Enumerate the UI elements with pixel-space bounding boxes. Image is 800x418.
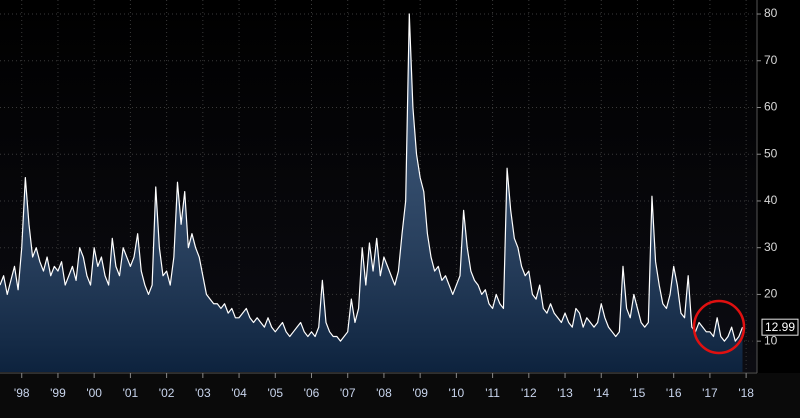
- x-tick-label: '04: [231, 386, 247, 400]
- y-tick-label: 40: [764, 193, 778, 207]
- x-tick-label: '15: [630, 386, 646, 400]
- marks: [0, 13, 744, 373]
- y-tick-label: 70: [764, 53, 778, 67]
- last-value-box: [761, 318, 799, 336]
- x-tick-label: '03: [195, 386, 211, 400]
- x-tick-label: '09: [412, 386, 428, 400]
- x-tick-label: '18: [738, 386, 754, 400]
- axes: 10 20 30 40 50 60 70 80 '98 '99 '00 '01 '02 '03 '04 '05…: [14, 6, 799, 400]
- x-tick-label: '00: [86, 386, 102, 400]
- x-tick-label: '08: [376, 386, 392, 400]
- y-tick-label: 80: [764, 6, 778, 20]
- y-tick-label: 30: [764, 240, 778, 254]
- x-tick-label: '06: [304, 386, 320, 400]
- last-value-label: 12.99: [765, 320, 795, 334]
- x-tick-label: '07: [340, 386, 356, 400]
- x-tick-label: '12: [521, 386, 537, 400]
- x-tick-label: '99: [50, 386, 66, 400]
- x-tick-label: '13: [557, 386, 573, 400]
- highlight-circle: [692, 299, 746, 355]
- x-tick-label: '11: [485, 386, 500, 400]
- x-tick-label: '98: [14, 386, 30, 400]
- x-axis-strip: [0, 373, 800, 418]
- x-tick-label: '01: [123, 386, 139, 400]
- x-tick-label: '14: [593, 386, 609, 400]
- x-tick-label: '05: [267, 386, 283, 400]
- line: [0, 13, 744, 342]
- y-tick-label: 20: [764, 287, 778, 301]
- x-tick-label: '02: [159, 386, 175, 400]
- x-tick-label: '16: [666, 386, 682, 400]
- y-tick-label: 60: [764, 100, 778, 114]
- x-tick-label: '17: [702, 386, 718, 400]
- y-tick-label: 50: [764, 146, 778, 160]
- x-tick-label: '10: [449, 386, 465, 400]
- area-shade: [0, 14, 743, 373]
- y-tick-label: 10: [764, 333, 778, 347]
